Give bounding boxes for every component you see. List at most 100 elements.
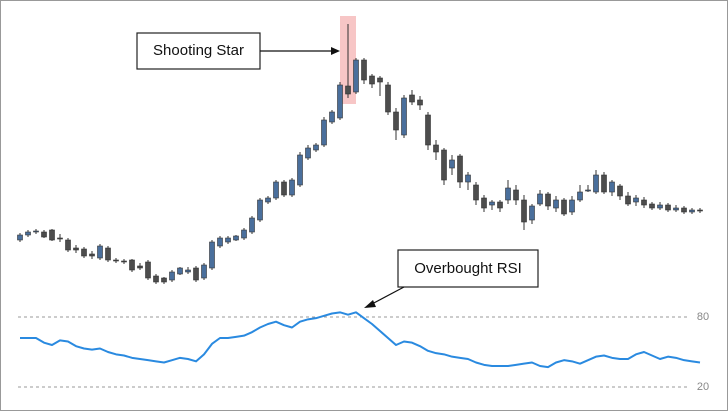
candle-body	[137, 265, 143, 269]
candle-body	[601, 174, 607, 193]
candle-body	[233, 235, 239, 241]
candle-body	[609, 181, 615, 193]
candle-body	[225, 237, 231, 243]
candle-body	[569, 199, 575, 213]
candle-body	[617, 185, 623, 197]
candle-body	[33, 230, 39, 233]
candle-body	[57, 237, 63, 240]
candle-body	[265, 197, 271, 203]
candle-body	[281, 181, 287, 196]
candle-body	[89, 253, 95, 257]
candle-body	[697, 209, 703, 212]
annotation-overbought: Overbought RSI	[364, 249, 539, 308]
candle-body	[665, 204, 671, 211]
candle-body	[369, 75, 375, 85]
candle-body	[385, 84, 391, 113]
candle-body	[273, 181, 279, 199]
candle-body	[433, 144, 439, 153]
candle-body	[673, 207, 679, 211]
candle-body	[49, 229, 55, 241]
candle-body	[193, 267, 199, 281]
candle-body	[97, 245, 103, 259]
candle-body	[401, 97, 407, 136]
candle-body	[129, 259, 135, 271]
candle-body	[289, 179, 295, 196]
candle-body	[409, 94, 415, 103]
candle-body	[529, 205, 535, 221]
candle-body	[681, 207, 687, 213]
candle-body	[689, 209, 695, 213]
candle-body	[473, 184, 479, 201]
candle-body	[377, 77, 383, 83]
candle-body	[345, 85, 351, 95]
candle-body	[353, 59, 359, 93]
candle-body	[217, 237, 223, 247]
candle-body	[257, 199, 263, 221]
candle-body	[417, 99, 423, 106]
candle-body	[105, 247, 111, 261]
candle-body	[209, 241, 215, 269]
candle-body	[465, 174, 471, 183]
annotation-box	[397, 249, 539, 288]
candle-body	[25, 231, 31, 236]
candle-body	[145, 261, 151, 279]
candle-body	[313, 144, 319, 151]
candle-body	[361, 59, 367, 81]
candle-body	[337, 84, 343, 119]
annotation-text: Overbought RSI	[414, 260, 522, 277]
candle-body	[593, 174, 599, 193]
arrow-head	[364, 300, 376, 308]
candle-body	[481, 197, 487, 209]
candle-body	[65, 239, 71, 251]
candle-body	[169, 271, 175, 281]
candle-body	[113, 259, 119, 262]
rsi-line	[20, 311, 701, 369]
candle-body	[321, 119, 327, 146]
arrow-head	[331, 47, 340, 55]
candles	[17, 24, 703, 284]
candle-body	[545, 193, 551, 207]
candle-body	[241, 229, 247, 239]
candle-body	[489, 201, 495, 206]
candle-body	[329, 111, 335, 123]
candle-body	[641, 199, 647, 206]
candle-body	[185, 269, 191, 273]
candle-body	[305, 147, 311, 159]
candle-body	[153, 275, 159, 283]
candle-body	[505, 187, 511, 201]
candle-body	[521, 199, 527, 223]
candle-body	[633, 197, 639, 203]
candle-body	[121, 260, 127, 263]
candle-body	[161, 277, 167, 283]
candle-body	[457, 155, 463, 183]
candle-body	[513, 189, 519, 201]
candle-body	[81, 248, 87, 257]
candle-body	[561, 199, 567, 215]
candle-body	[497, 201, 503, 209]
candle-body	[17, 234, 23, 241]
candle-body	[441, 149, 447, 181]
candle-body	[449, 159, 455, 169]
y-tick-label: 80	[697, 311, 709, 323]
candle-body	[577, 191, 583, 201]
candle-body	[649, 203, 655, 209]
annotation-box	[136, 32, 261, 70]
candle-body	[585, 189, 591, 192]
candle-body	[553, 199, 559, 209]
candle-body	[41, 231, 47, 238]
candle-body	[537, 193, 543, 205]
candle-body	[201, 264, 207, 279]
candle-body	[297, 154, 303, 186]
candle-body	[73, 247, 79, 251]
y-tick-label: 20	[697, 381, 709, 393]
annotation-arrow	[369, 286, 405, 306]
candle-body	[177, 267, 183, 275]
annotation-shooting-star: Shooting Star	[136, 32, 340, 70]
candle-body	[657, 204, 663, 209]
candle-body	[393, 111, 399, 131]
candle-body	[425, 114, 431, 146]
candle-body	[249, 217, 255, 233]
annotation-text: Shooting Star	[153, 42, 244, 59]
